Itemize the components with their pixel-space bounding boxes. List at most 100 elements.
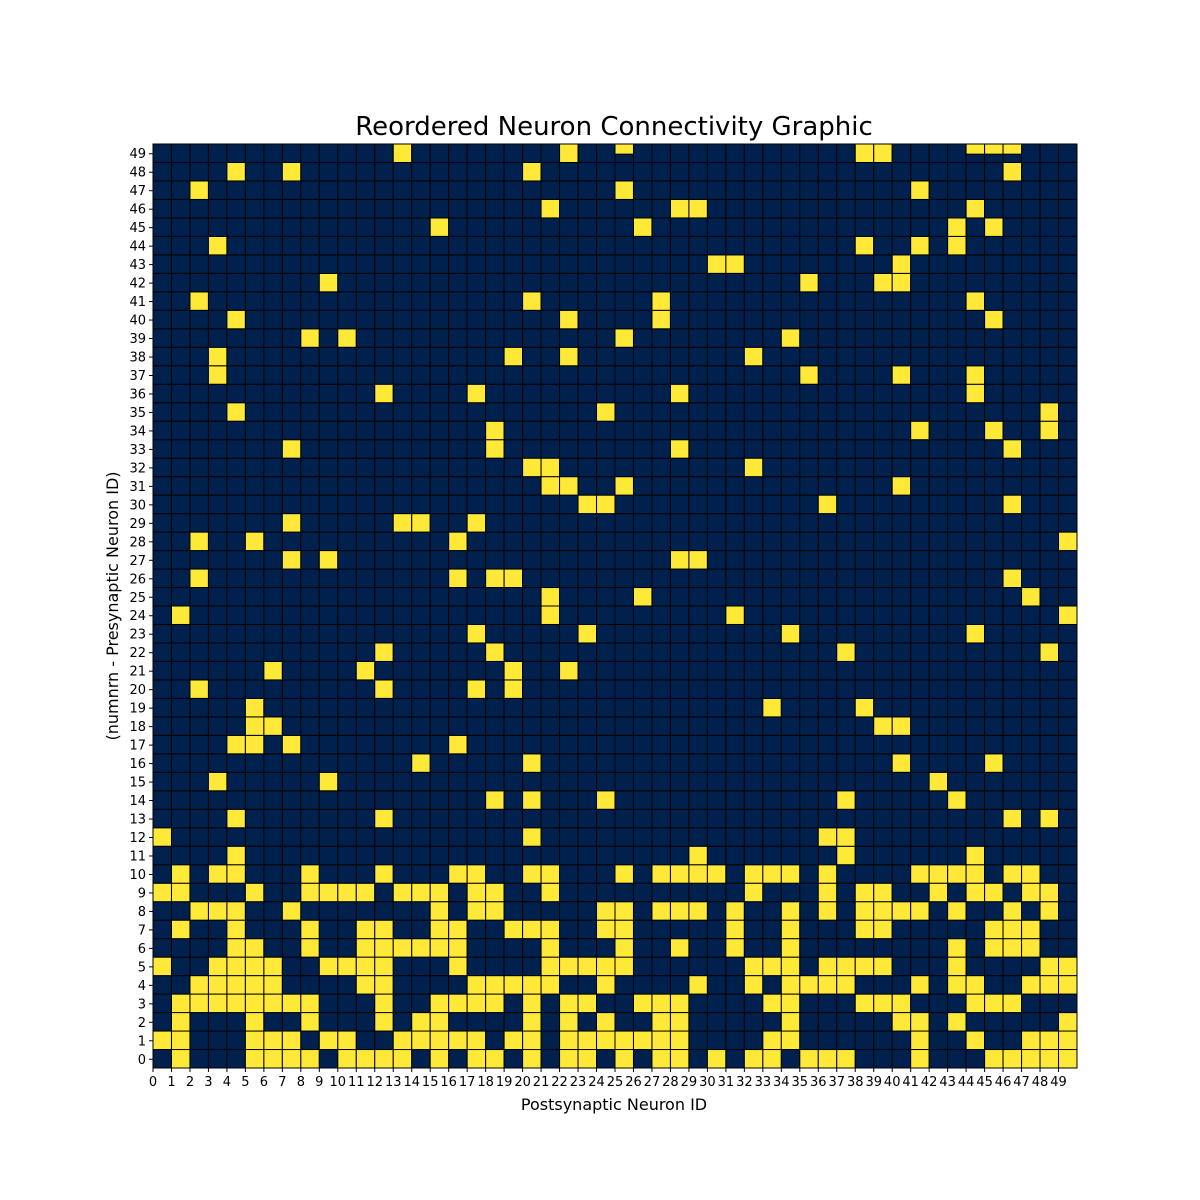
heatmap-cell [337,864,357,884]
heatmap-cell [928,550,949,570]
heatmap-cell [170,697,191,718]
heatmap-cell [928,808,949,829]
heatmap-cell [152,697,172,718]
heatmap-cell [762,716,782,736]
heatmap-cell [448,882,468,903]
heatmap-cell [503,420,524,441]
heatmap-cell [392,457,413,478]
heatmap-cell [762,254,782,274]
heatmap-cell [355,753,376,773]
heatmap-cell [965,716,986,736]
heatmap-cell [503,180,524,200]
heatmap-cell [485,1030,505,1051]
heatmap-cell [817,217,838,237]
heatmap-cell-connected [355,956,376,977]
heatmap-cell-connected [522,975,542,995]
heatmap-cell [337,845,357,866]
heatmap-cell [466,365,487,385]
heatmap-cell [281,291,302,311]
heatmap-cell [725,623,745,644]
heatmap-cell [632,864,653,884]
heatmap-cell [984,531,1004,552]
heatmap-cell [743,734,764,755]
x-tick-label: 12 [366,1075,383,1090]
heatmap-cell-connected [1039,901,1060,921]
heatmap-cell [817,808,838,829]
heatmap-cell [355,235,376,256]
heatmap-cell [1058,513,1078,533]
heatmap-cell [614,383,634,404]
heatmap-cell [559,494,579,515]
heatmap-cell [632,254,653,274]
heatmap-cell [392,198,413,219]
heatmap-cell-connected [891,716,912,736]
heatmap-cell [170,734,191,755]
heatmap-cell [411,771,431,792]
heatmap-cell [337,383,357,404]
heatmap-cell [836,938,856,958]
heatmap-cell [318,531,339,552]
heatmap-cell [281,864,302,884]
heatmap-cell-connected [485,420,505,441]
heatmap-cell [799,198,819,219]
heatmap-cell-connected [1002,808,1023,829]
heatmap-cell [984,605,1004,625]
heatmap-cell [725,180,745,200]
heatmap-cell-connected [577,1049,598,1069]
heatmap-cell-connected [263,993,283,1014]
heatmap-cell [448,827,468,847]
heatmap-cell [706,402,727,422]
heatmap-cell [854,180,875,200]
heatmap-cell [226,605,246,625]
heatmap-cell [762,1012,782,1032]
heatmap-cell [873,383,893,404]
heatmap-cell [503,993,524,1014]
heatmap-cell [669,328,690,348]
heatmap-cell [429,439,450,459]
heatmap-cell [984,198,1004,219]
heatmap-cell [429,771,450,792]
heatmap-cell-connected [873,901,893,921]
heatmap-cell-connected [540,864,561,884]
heatmap-cell [688,513,708,533]
heatmap-cell [614,975,634,995]
heatmap-cell [910,827,930,847]
heatmap-cell-connected [1002,1049,1023,1069]
heatmap-cell-connected [651,993,671,1014]
heatmap-cell [1002,771,1023,792]
heatmap-cell [1039,605,1060,625]
heatmap-cell [466,808,487,829]
heatmap-cell [392,309,413,330]
heatmap-cell [1039,439,1060,459]
heatmap-cell [873,457,893,478]
heatmap-cell [411,827,431,847]
heatmap-cell [300,476,320,496]
heatmap-cell [688,919,708,940]
heatmap-cell [762,790,782,810]
heatmap-cell [503,309,524,330]
heatmap-cell-connected [244,531,265,552]
heatmap-cell [984,328,1004,348]
heatmap-cell [651,623,671,644]
heatmap-cell [1058,568,1078,589]
y-tick-label: 43 [129,258,146,273]
heatmap-cell [152,143,172,163]
heatmap-cell-connected [632,993,653,1014]
heatmap-cell-connected [891,254,912,274]
y-tick-label: 29 [129,517,146,532]
heatmap-cell-connected [1039,642,1060,662]
heatmap-cell [281,254,302,274]
heatmap-cell [651,753,671,773]
heatmap-cell-connected [1002,919,1023,940]
heatmap-cell [170,642,191,662]
heatmap-cell [226,753,246,773]
heatmap-cell-connected [891,365,912,385]
heatmap-cell [873,642,893,662]
heatmap-cell-connected [540,975,561,995]
heatmap-cell-connected [244,716,265,736]
heatmap-cell [189,402,209,422]
heatmap-cell [947,605,967,625]
heatmap-cell [189,494,209,515]
heatmap-cell-connected [817,864,838,884]
heatmap-cell [596,605,616,625]
